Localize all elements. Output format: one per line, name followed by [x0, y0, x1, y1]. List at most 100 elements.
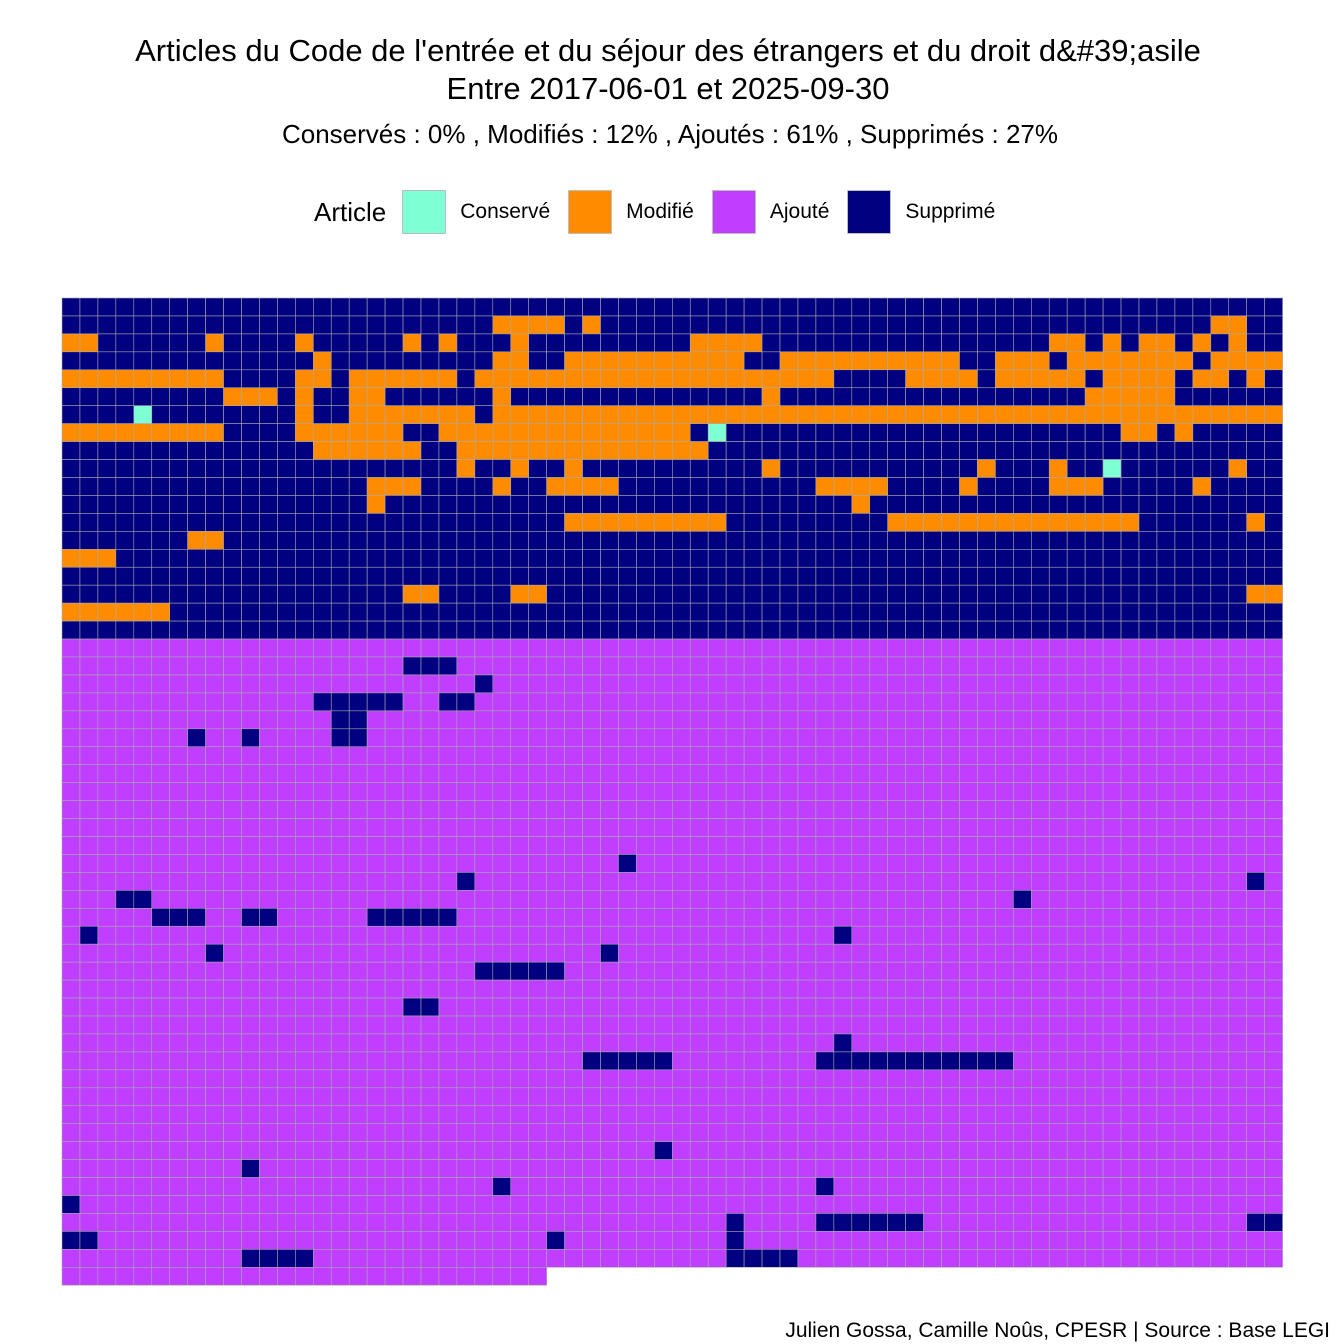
waffle-cell-ajoute: [671, 890, 691, 909]
waffle-cell-ajoute: [636, 692, 655, 712]
waffle-cell-ajoute: [1066, 1249, 1086, 1268]
waffle-cell-ajoute: [97, 943, 117, 963]
waffle-cell-ajoute: [833, 890, 853, 909]
waffle-cell-supprime: [456, 387, 476, 407]
waffle-cell-ajoute: [97, 854, 117, 873]
waffle-cell-supprime: [1174, 459, 1194, 478]
waffle-cell-ajoute: [330, 854, 350, 873]
waffle-cell-ajoute: [725, 872, 745, 891]
waffle-cell-ajoute: [869, 1195, 889, 1214]
waffle-cell-ajoute: [205, 1249, 224, 1268]
waffle-cell-ajoute: [636, 1177, 655, 1196]
waffle-cell-ajoute: [582, 1159, 601, 1178]
waffle-cell-supprime: [330, 459, 350, 478]
waffle-cell-supprime: [1192, 584, 1212, 604]
waffle-cell-ajoute: [887, 997, 906, 1017]
waffle-cell-ajoute: [1156, 943, 1176, 963]
waffle-cell-ajoute: [295, 872, 314, 891]
waffle-cell-ajoute: [330, 890, 350, 909]
waffle-cell-supprime: [815, 1177, 835, 1196]
waffle-cell-modifie: [61, 602, 81, 622]
waffle-cell-ajoute: [384, 997, 404, 1017]
waffle-cell-ajoute: [223, 1051, 242, 1071]
waffle-cell-modifie: [1264, 405, 1283, 424]
waffle-cell-supprime: [618, 531, 637, 550]
waffle-cell-ajoute: [941, 961, 960, 981]
waffle-cell-ajoute: [384, 1051, 404, 1071]
waffle-cell-ajoute: [528, 979, 547, 999]
waffle-cell-ajoute: [869, 728, 889, 748]
waffle-cell-supprime: [169, 513, 188, 532]
waffle-cell-ajoute: [600, 1159, 619, 1178]
waffle-cell-ajoute: [259, 674, 278, 694]
waffle-cell-ajoute: [1264, 710, 1283, 730]
waffle-cell-ajoute: [761, 872, 781, 891]
waffle-cell-ajoute: [1048, 961, 1068, 981]
waffle-cell-ajoute: [1246, 1159, 1265, 1178]
waffle-cell-ajoute: [1246, 710, 1265, 730]
waffle-cell-ajoute: [438, 728, 458, 748]
waffle-cell-supprime: [1138, 441, 1158, 460]
waffle-cell-supprime: [851, 441, 871, 460]
waffle-cell-supprime: [402, 423, 422, 442]
waffle-cell-ajoute: [1120, 1249, 1140, 1268]
waffle-cell-supprime: [851, 513, 871, 532]
waffle-cell-supprime: [1246, 441, 1265, 460]
waffle-cell-ajoute: [725, 674, 745, 694]
waffle-cell-ajoute: [205, 710, 224, 730]
waffle-cell-ajoute: [312, 854, 332, 873]
waffle-cell-supprime: [941, 602, 960, 622]
waffle-cell-ajoute: [133, 710, 153, 730]
waffle-cell-supprime: [654, 333, 673, 353]
waffle-cell-ajoute: [223, 997, 242, 1017]
waffle-cell-ajoute: [743, 692, 763, 712]
waffle-cell-ajoute: [348, 764, 368, 783]
waffle-cell-ajoute: [133, 1213, 153, 1232]
waffle-cell-modifie: [79, 602, 99, 622]
waffle-cell-ajoute: [546, 1015, 565, 1035]
waffle-cell-ajoute: [797, 1015, 817, 1035]
waffle-cell-ajoute: [277, 979, 296, 999]
waffle-cell-ajoute: [995, 800, 1014, 819]
waffle-cell-ajoute: [1102, 890, 1122, 909]
waffle-cell-ajoute: [564, 818, 583, 837]
waffle-cell-ajoute: [330, 961, 350, 981]
waffle-cell-ajoute: [815, 638, 835, 658]
waffle-cell-ajoute: [115, 1195, 135, 1214]
waffle-cell-supprime: [851, 1213, 871, 1232]
waffle-cell-ajoute: [402, 638, 422, 658]
waffle-cell-supprime: [79, 459, 99, 478]
waffle-cell-supprime: [420, 620, 440, 640]
waffle-cell-ajoute: [510, 907, 530, 927]
waffle-cell-supprime: [474, 387, 494, 407]
waffle-cell-modifie: [330, 423, 350, 442]
waffle-cell-ajoute: [1084, 943, 1104, 963]
waffle-cell-ajoute: [833, 1195, 853, 1214]
waffle-cell-supprime: [115, 351, 135, 371]
waffle-cell-ajoute: [582, 925, 601, 945]
waffle-cell-supprime: [97, 351, 117, 371]
waffle-cell-ajoute: [941, 692, 960, 712]
waffle-cell-ajoute: [779, 1213, 799, 1232]
waffle-cell-supprime: [1264, 1213, 1283, 1232]
waffle-cell-supprime: [79, 477, 99, 496]
waffle-cell-ajoute: [1210, 836, 1230, 855]
waffle-cell-ajoute: [97, 764, 117, 783]
waffle-cell-supprime: [887, 1213, 906, 1232]
waffle-cell-supprime: [600, 387, 619, 407]
waffle-cell-ajoute: [295, 1123, 314, 1142]
waffle-cell-ajoute: [79, 943, 99, 963]
waffle-cell-modifie: [851, 351, 871, 371]
waffle-cell-ajoute: [815, 961, 835, 981]
waffle-cell-modifie: [1120, 423, 1140, 442]
waffle-cell-ajoute: [187, 1033, 206, 1053]
waffle-cell-supprime: [636, 297, 655, 317]
waffle-cell-ajoute: [671, 1213, 691, 1232]
waffle-cell-ajoute: [1066, 1087, 1086, 1107]
waffle-cell-ajoute: [366, 1123, 386, 1142]
waffle-cell-supprime: [79, 531, 99, 550]
waffle-cell-ajoute: [689, 746, 709, 766]
waffle-cell-ajoute: [743, 1051, 763, 1071]
waffle-cell-supprime: [671, 620, 691, 640]
waffle-cell-supprime: [833, 495, 853, 514]
